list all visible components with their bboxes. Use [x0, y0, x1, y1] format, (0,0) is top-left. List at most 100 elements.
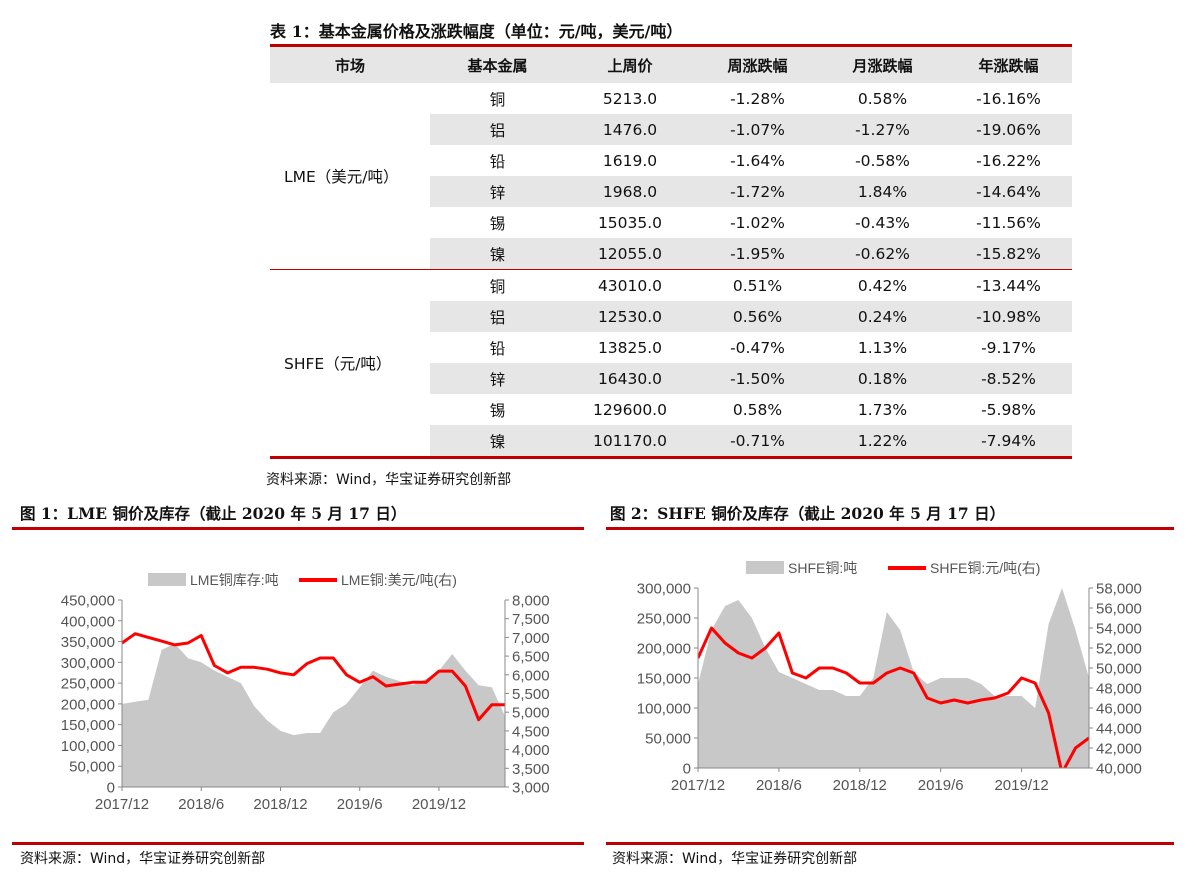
x-tick-label: 2019/6 — [918, 777, 964, 794]
table-row: 铝 1476.0 -1.07% -1.27% -19.06% — [270, 114, 1072, 145]
year-change-cell: -19.06% — [945, 114, 1072, 145]
price-cell: 5213.0 — [602, 89, 658, 108]
metal-price-table: 市场 基本金属 上周价 周涨跌幅 月涨跌幅 年涨跌幅 LME（美元/吨）铜 521… — [270, 47, 1072, 456]
metal-cell: 铝 — [430, 114, 565, 145]
price-cell: 129600.0 — [593, 400, 667, 419]
metal-cell: 铅 — [489, 339, 506, 358]
left-tick-label: 50,000 — [645, 731, 691, 748]
price-cell: 12055.0 — [565, 238, 695, 270]
header-month-change: 月涨跌幅 — [820, 47, 945, 83]
table-source-note: 资料来源：Wind，华宝证券研究创新部 — [266, 472, 512, 488]
year-change-cell: -16.16% — [976, 89, 1041, 108]
price-cell: 1968.0 — [565, 176, 695, 207]
left-tick-label: 150,000 — [637, 671, 691, 688]
x-tick-label: 2018/6 — [178, 796, 224, 813]
price-cell: 15035.0 — [597, 213, 663, 232]
table-top-rule — [270, 44, 1072, 47]
price-cell: 16430.0 — [565, 363, 695, 394]
right-tick-label: 7,500 — [512, 611, 550, 628]
right-tick-label: 5,000 — [512, 705, 550, 722]
table-row: 铝 12530.0 0.56% 0.24% -10.98% — [270, 301, 1072, 332]
right-tick-label: 3,500 — [512, 761, 550, 778]
left-tick-label: 300,000 — [61, 655, 115, 672]
right-tick-label: 52,000 — [1096, 641, 1142, 658]
metal-cell: 镍 — [430, 238, 565, 270]
header-price: 上周价 — [565, 47, 695, 83]
right-tick-label: 40,000 — [1096, 761, 1142, 778]
legend-area-swatch — [148, 573, 186, 586]
month-change-cell: 1.22% — [820, 425, 945, 456]
right-tick-label: 5,500 — [512, 686, 550, 703]
month-change-cell: -0.43% — [855, 213, 910, 232]
year-change-cell: -10.98% — [945, 301, 1072, 332]
year-change-cell: -5.98% — [981, 400, 1036, 419]
price-cell: 43010.0 — [565, 269, 695, 301]
right-tick-label: 46,000 — [1096, 701, 1142, 718]
year-change-cell: -13.44% — [945, 269, 1072, 301]
week-change-cell: -1.95% — [695, 238, 820, 270]
left-tick-label: 250,000 — [637, 611, 691, 628]
left-tick-label: 150,000 — [61, 717, 115, 734]
year-change-cell: -15.82% — [945, 238, 1072, 270]
legend-line-label: SHFE铜:元/吨(右) — [930, 560, 1040, 576]
x-tick-label: 2019/12 — [994, 777, 1048, 794]
table-row: 锌 1968.0 -1.72% 1.84% -14.64% — [270, 176, 1072, 207]
month-change-cell: 0.24% — [820, 301, 945, 332]
legend-line-label: LME铜:美元/吨(右) — [341, 572, 457, 588]
metal-cell: 锌 — [430, 363, 565, 394]
x-tick-label: 2017/12 — [95, 796, 149, 813]
metal-cell: 铜 — [489, 90, 506, 109]
x-tick-label: 2017/12 — [671, 777, 725, 794]
week-change-cell: -1.07% — [695, 114, 820, 145]
inventory-area-series — [122, 643, 505, 787]
figure-1-source-note: 资料来源：Wind，华宝证券研究创新部 — [20, 851, 266, 867]
price-cell: 1476.0 — [565, 114, 695, 145]
year-change-cell: -7.94% — [945, 425, 1072, 456]
left-tick-label: 100,000 — [61, 738, 115, 755]
metal-cell: 铜 — [430, 269, 565, 301]
table-title: 表 1：基本金属价格及涨跌幅度（单位：元/吨，美元/吨） — [270, 22, 683, 41]
left-tick-label: 0 — [107, 780, 115, 797]
left-tick-label: 350,000 — [61, 634, 115, 651]
month-change-cell: 1.73% — [857, 400, 908, 419]
left-tick-label: 200,000 — [61, 696, 115, 713]
right-tick-label: 4,000 — [512, 742, 550, 759]
figure-2-bottom-rule — [606, 842, 1174, 845]
legend-area-swatch — [746, 561, 784, 574]
metal-cell: 镍 — [430, 425, 565, 456]
month-change-cell: -0.58% — [855, 151, 910, 170]
figure-2-title: 图 2：SHFE 铜价及库存（截止 2020 年 5 月 17 日） — [610, 504, 1006, 523]
left-tick-label: 300,000 — [637, 581, 691, 598]
month-change-cell: -1.27% — [820, 114, 945, 145]
figure-2-source-note: 资料来源：Wind，华宝证券研究创新部 — [612, 851, 858, 867]
x-tick-label: 2018/6 — [756, 777, 802, 794]
year-change-cell: -11.56% — [976, 213, 1041, 232]
week-change-cell: 0.58% — [732, 400, 783, 419]
right-tick-label: 6,500 — [512, 649, 550, 666]
shfe-copper-chart: 0 50,000 100,000 150,000 200,000 250,000 300,0… — [637, 560, 1142, 794]
year-change-cell: -16.22% — [976, 151, 1041, 170]
right-tick-label: 8,000 — [512, 593, 550, 610]
figure-1-bottom-rule — [12, 842, 584, 845]
lme-copper-chart: 0 50,000 100,000 150,000 200,000 250,000 300,0… — [61, 572, 550, 813]
week-change-cell: -0.71% — [695, 425, 820, 456]
month-change-cell: 0.18% — [820, 363, 945, 394]
price-line-series — [698, 626, 1089, 768]
metal-cell: 锡 — [489, 401, 506, 420]
right-tick-label: 4,500 — [512, 723, 550, 740]
left-tick-label: 50,000 — [69, 759, 115, 776]
table-row: 锌 16430.0 -1.50% 0.18% -8.52% — [270, 363, 1072, 394]
week-change-cell: -0.47% — [730, 338, 785, 357]
x-tick-label: 2018/12 — [253, 796, 307, 813]
right-tick-label: 42,000 — [1096, 741, 1142, 758]
week-change-cell: -1.02% — [730, 213, 785, 232]
left-tick-label: 0 — [683, 761, 691, 778]
price-cell: 101170.0 — [565, 425, 695, 456]
figure-2-top-rule — [606, 527, 1174, 530]
year-change-cell: -8.52% — [945, 363, 1072, 394]
table-body: LME（美元/吨）铜 5213.0 -1.28% 0.58% -16.16% 铝 1476.… — [270, 83, 1072, 456]
market-cell: LME（美元/吨） — [270, 83, 430, 270]
table-row: 锡 15035.0 -1.02% -0.43% -11.56% — [270, 207, 1072, 238]
inventory-area-series — [698, 588, 1089, 768]
right-tick-label: 54,000 — [1096, 621, 1142, 638]
